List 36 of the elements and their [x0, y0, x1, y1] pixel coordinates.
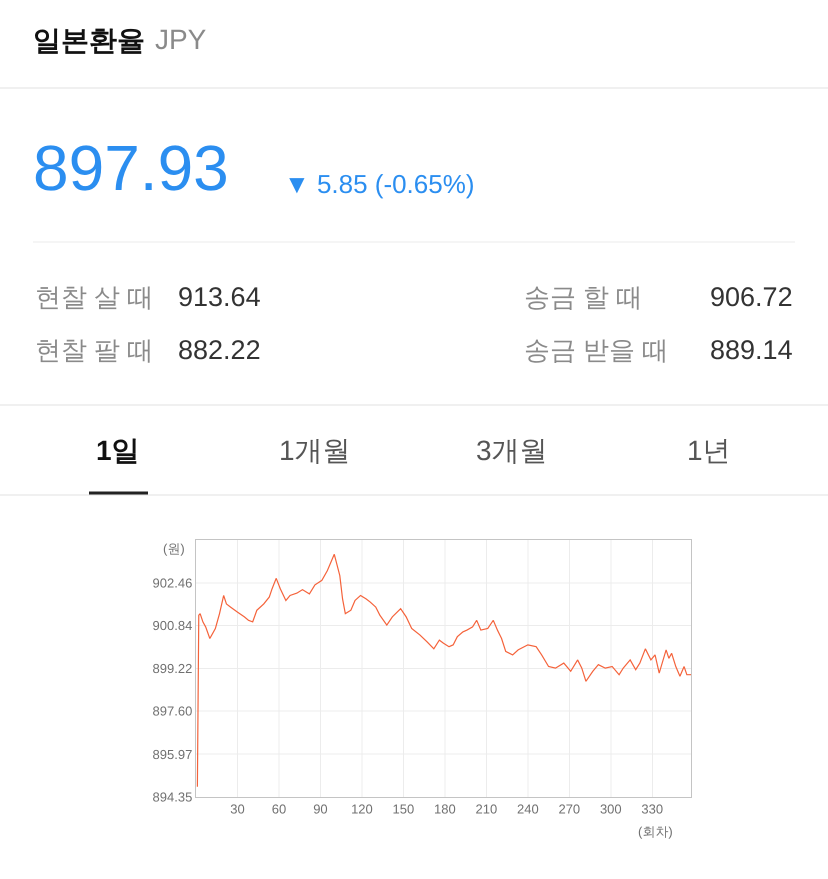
y-tick-label: 899.22: [152, 660, 192, 676]
text: 897.93: [33, 132, 229, 204]
text: 송금 받을 때: [524, 335, 668, 365]
text: 1개월: [279, 435, 351, 466]
y-axis-title: (원): [163, 541, 185, 556]
x-tick-label: 90: [313, 802, 328, 817]
text: 906.72: [710, 282, 793, 312]
y-tick-label: 894.35: [152, 790, 192, 805]
text: 송금 할 때: [524, 282, 642, 312]
chart-title: 일본환율: [33, 24, 145, 56]
y-tick-label: 897.60: [152, 704, 192, 719]
text: 현찰 팔 때: [35, 335, 154, 365]
x-tick-label: 60: [272, 802, 286, 817]
y-tick-label: 900.84: [152, 618, 192, 634]
text: 1일: [96, 435, 140, 466]
x-tick-label: 210: [476, 802, 498, 817]
text: 882.22: [178, 335, 261, 365]
y-tick-label: 902.46: [152, 575, 192, 590]
text: 889.14: [710, 335, 793, 365]
text: 1년: [687, 435, 731, 466]
x-tick-label: 240: [516, 802, 539, 817]
text: 3개월: [476, 435, 548, 466]
x-tick-label: 150: [392, 802, 414, 817]
x-tick-label: 30: [230, 802, 245, 817]
y-tick-label: 895.97: [152, 746, 192, 762]
text: 913.64: [178, 282, 261, 312]
x-tick-label: 120: [351, 802, 373, 817]
x-axis-title: (회차): [638, 824, 673, 839]
text: ▼ 5.85 (-0.65%): [284, 169, 474, 199]
x-tick-label: 180: [434, 802, 456, 817]
x-tick-label: 270: [558, 802, 580, 817]
line-series: [196, 554, 691, 788]
x-tick-label: 330: [641, 802, 664, 817]
chart-subtitle: JPY: [155, 24, 207, 55]
text: 현찰 살 때: [35, 282, 154, 312]
x-tick-label: 300: [600, 802, 622, 817]
